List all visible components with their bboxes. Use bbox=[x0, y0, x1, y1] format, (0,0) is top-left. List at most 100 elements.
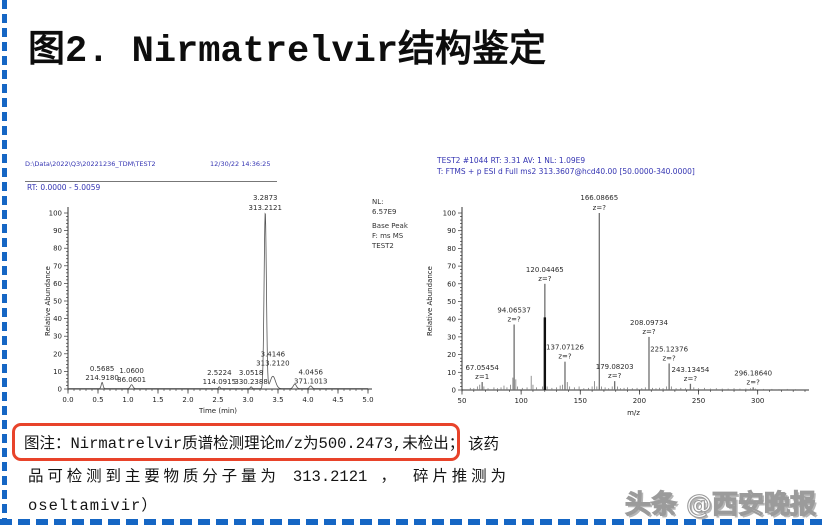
svg-text:m/z: m/z bbox=[627, 409, 640, 417]
caption-highlight-box: 图注：Nirmatrelvir质谱检测理论m/z为500.2473,未检出； bbox=[12, 423, 464, 461]
svg-text:179.08203: 179.08203 bbox=[596, 363, 634, 371]
scan-type-label: Base Peak bbox=[372, 222, 408, 230]
svg-text:225.12376: 225.12376 bbox=[650, 345, 688, 353]
caption-suffix: 该药 bbox=[468, 436, 500, 454]
svg-text:3.5: 3.5 bbox=[272, 396, 283, 404]
chromatogram-plot: 0 10 20 30 40 50 60 70 80 90 100 0.0 0.5 1.0 1.5 2.0 2.5… bbox=[44, 194, 374, 415]
svg-text:z=?: z=? bbox=[662, 354, 676, 362]
svg-text:214.9180: 214.9180 bbox=[85, 374, 118, 382]
scan-header-line1: TEST2 #1044 RT: 3.31 AV: 1 NL: 1.09E9 bbox=[437, 156, 586, 165]
svg-text:60: 60 bbox=[53, 280, 62, 288]
chromatogram-chart: D:\Data\2022\Q3\20221236_TDM\TEST2 12/30… bbox=[15, 152, 417, 422]
svg-text:Time (min): Time (min) bbox=[198, 407, 237, 415]
svg-text:40: 40 bbox=[447, 316, 456, 324]
svg-text:Relative Abundance: Relative Abundance bbox=[426, 266, 434, 336]
svg-text:300: 300 bbox=[751, 397, 764, 405]
svg-text:30: 30 bbox=[53, 333, 62, 341]
svg-text:208.09734: 208.09734 bbox=[630, 319, 668, 327]
svg-text:0: 0 bbox=[452, 387, 456, 395]
svg-text:94.06537: 94.06537 bbox=[497, 307, 530, 315]
svg-text:70: 70 bbox=[447, 263, 456, 271]
svg-text:4.0: 4.0 bbox=[302, 396, 313, 404]
svg-text:Relative Abundance: Relative Abundance bbox=[44, 266, 52, 336]
figure-title: 图2. Nirmatrelvir结构鉴定 bbox=[28, 31, 547, 73]
svg-text:114.0915: 114.0915 bbox=[203, 378, 236, 386]
svg-text:z=?: z=? bbox=[593, 204, 607, 212]
svg-text:243.13454: 243.13454 bbox=[672, 366, 710, 374]
svg-text:90: 90 bbox=[53, 227, 62, 235]
svg-text:67.05454: 67.05454 bbox=[465, 364, 499, 372]
svg-text:86.0601: 86.0601 bbox=[117, 376, 146, 384]
svg-text:313.2121: 313.2121 bbox=[249, 204, 282, 212]
svg-text:100: 100 bbox=[514, 397, 527, 405]
svg-text:1.5: 1.5 bbox=[152, 396, 163, 404]
filter-label: F: ms MS bbox=[372, 232, 404, 240]
svg-text:2.5: 2.5 bbox=[212, 396, 223, 404]
svg-text:2.5224: 2.5224 bbox=[207, 369, 232, 377]
svg-text:313.2120: 313.2120 bbox=[256, 360, 289, 368]
svg-text:371.1013: 371.1013 bbox=[294, 377, 327, 385]
svg-text:80: 80 bbox=[447, 245, 456, 253]
svg-text:166.08665: 166.08665 bbox=[580, 194, 618, 202]
svg-text:3.2873: 3.2873 bbox=[253, 194, 278, 202]
svg-text:80: 80 bbox=[53, 245, 62, 253]
svg-text:z=?: z=? bbox=[507, 316, 521, 324]
svg-text:60: 60 bbox=[447, 280, 456, 288]
svg-text:3.4146: 3.4146 bbox=[261, 351, 286, 359]
svg-text:3.0518: 3.0518 bbox=[239, 369, 264, 377]
svg-text:0: 0 bbox=[58, 386, 62, 394]
svg-text:137.07126: 137.07126 bbox=[546, 344, 584, 352]
svg-text:5.0: 5.0 bbox=[362, 396, 373, 404]
caption-boxed-text: 图注：Nirmatrelvir质谱检测理论m/z为500.2473,未检出； bbox=[24, 435, 465, 453]
svg-text:z=?: z=? bbox=[684, 375, 698, 383]
svg-text:10: 10 bbox=[53, 368, 62, 376]
svg-text:100: 100 bbox=[49, 210, 62, 218]
raw-file-path-label: D:\Data\2022\Q3\20221236_TDM\TEST2 bbox=[25, 160, 156, 168]
svg-text:z=1: z=1 bbox=[475, 373, 489, 381]
bottom-dashed-border bbox=[0, 519, 824, 525]
svg-text:2.0: 2.0 bbox=[182, 396, 193, 404]
svg-text:296.18640: 296.18640 bbox=[734, 369, 772, 377]
svg-text:0.5: 0.5 bbox=[92, 396, 103, 404]
toutiao-watermark: 头条 @西安晚报 bbox=[624, 489, 816, 520]
svg-text:4.5: 4.5 bbox=[332, 396, 343, 404]
header-separator bbox=[25, 181, 277, 182]
svg-text:z=?: z=? bbox=[538, 275, 552, 283]
acquisition-datetime-label: 12/30/22 14:36:25 bbox=[210, 160, 271, 168]
svg-text:3.0: 3.0 bbox=[242, 396, 253, 404]
caption-line3: oseltamivir） bbox=[28, 497, 158, 515]
svg-text:0.0: 0.0 bbox=[62, 396, 73, 404]
svg-text:20: 20 bbox=[447, 351, 456, 359]
svg-text:4.0456: 4.0456 bbox=[298, 368, 323, 376]
svg-text:90: 90 bbox=[447, 227, 456, 235]
svg-text:70: 70 bbox=[53, 262, 62, 270]
mass-spectrum-plot: 0 10 20 30 40 50 60 70 80 90 100 50 100 150 200 250 300 m… bbox=[426, 194, 809, 417]
scan-header-line2: T: FTMS + p ESI d Full ms2 313.3607@hcd4… bbox=[437, 167, 695, 176]
svg-text:30: 30 bbox=[447, 333, 456, 341]
svg-text:100: 100 bbox=[443, 210, 456, 218]
svg-text:200: 200 bbox=[633, 397, 646, 405]
svg-text:z=?: z=? bbox=[642, 328, 656, 336]
svg-text:50: 50 bbox=[447, 298, 456, 306]
nl-info-block: NL: 6.57E9 Base Peak F: ms MS TEST2 bbox=[372, 197, 408, 251]
svg-text:1.0600: 1.0600 bbox=[119, 367, 144, 375]
sample-name-label: TEST2 bbox=[372, 242, 394, 250]
svg-text:0.5685: 0.5685 bbox=[90, 365, 115, 373]
svg-text:50: 50 bbox=[53, 298, 62, 306]
nl-label: NL: bbox=[372, 198, 384, 206]
svg-text:330.2388: 330.2388 bbox=[234, 378, 267, 386]
svg-text:120.04465: 120.04465 bbox=[526, 266, 564, 274]
rt-range-label: RT: 0.0000 - 5.0059 bbox=[27, 183, 101, 192]
svg-text:z=?: z=? bbox=[558, 353, 572, 361]
svg-text:250: 250 bbox=[692, 397, 705, 405]
svg-text:1.0: 1.0 bbox=[122, 396, 133, 404]
svg-text:150: 150 bbox=[574, 397, 587, 405]
mass-spectrum-chart: TEST2 #1044 RT: 3.31 AV: 1 NL: 1.09E9 T:… bbox=[420, 148, 822, 422]
left-dashed-border bbox=[2, 0, 7, 522]
caption-line2: 品可检测到主要物质分子量为 313.2121 ， 碎片推测为 bbox=[28, 468, 506, 486]
nl-value: 6.57E9 bbox=[372, 208, 397, 216]
svg-text:40: 40 bbox=[53, 315, 62, 323]
svg-text:10: 10 bbox=[447, 369, 456, 377]
svg-text:z=?: z=? bbox=[747, 378, 761, 386]
